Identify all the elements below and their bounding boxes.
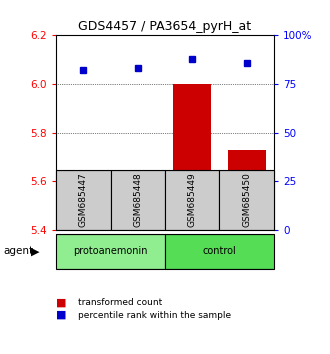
Bar — [228, 150, 266, 230]
Text: ■: ■ — [56, 310, 67, 320]
Text: transformed count: transformed count — [78, 298, 162, 307]
Bar — [219, 170, 274, 230]
Bar — [56, 234, 165, 269]
Text: GSM685447: GSM685447 — [79, 173, 88, 227]
Text: protoanemonin: protoanemonin — [73, 246, 148, 256]
Text: ▶: ▶ — [31, 246, 39, 256]
Text: ■: ■ — [56, 298, 67, 308]
Bar — [165, 170, 219, 230]
Bar — [111, 170, 165, 230]
Bar — [119, 203, 157, 230]
Text: percentile rank within the sample: percentile rank within the sample — [78, 310, 231, 320]
Text: GSM685449: GSM685449 — [188, 173, 197, 227]
Text: agent: agent — [3, 246, 33, 256]
Text: GSM685450: GSM685450 — [242, 172, 251, 228]
Text: control: control — [203, 246, 236, 256]
Bar — [165, 234, 274, 269]
Title: GDS4457 / PA3654_pyrH_at: GDS4457 / PA3654_pyrH_at — [79, 20, 251, 33]
Bar — [64, 220, 102, 230]
Bar — [173, 84, 211, 230]
Text: GSM685448: GSM685448 — [133, 173, 142, 227]
Bar — [56, 170, 111, 230]
